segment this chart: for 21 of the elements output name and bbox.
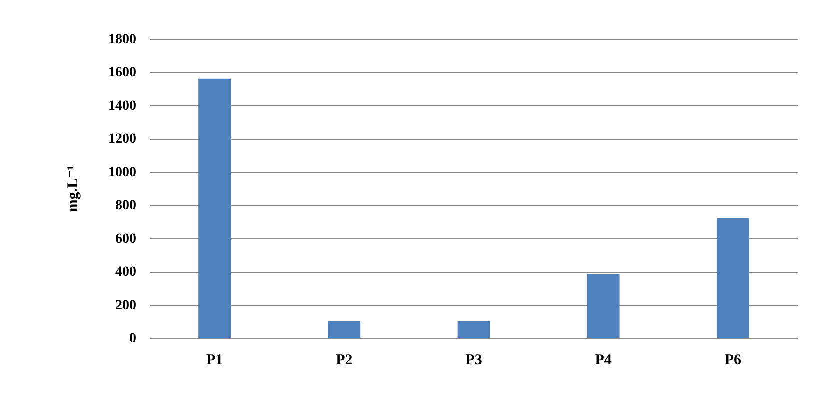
bar xyxy=(198,78,231,338)
bar xyxy=(458,321,490,338)
y-tick-label: 600 xyxy=(116,232,136,247)
x-tick-label: P2 xyxy=(336,352,353,368)
bar xyxy=(587,274,620,338)
y-tick-label: 0 xyxy=(130,332,136,346)
y-tick-label: 1200 xyxy=(108,132,136,148)
y-axis-title: mg.L⁻¹ xyxy=(66,166,82,212)
x-tick-label: P3 xyxy=(466,352,482,368)
y-tick-label: 1800 xyxy=(108,32,136,48)
bar xyxy=(328,321,361,338)
bar xyxy=(717,218,750,338)
x-tick-label: P4 xyxy=(595,352,612,368)
y-tick-label: 1000 xyxy=(108,165,136,180)
y-tick-label: 800 xyxy=(116,198,136,214)
y-tick-label: 1600 xyxy=(108,66,136,81)
y-tick-label: 400 xyxy=(116,265,136,280)
y-tick-label: 1400 xyxy=(108,98,136,114)
x-tick-label: P6 xyxy=(724,352,742,368)
x-tick-label: P1 xyxy=(206,352,224,368)
y-tick-label: 200 xyxy=(116,298,136,314)
